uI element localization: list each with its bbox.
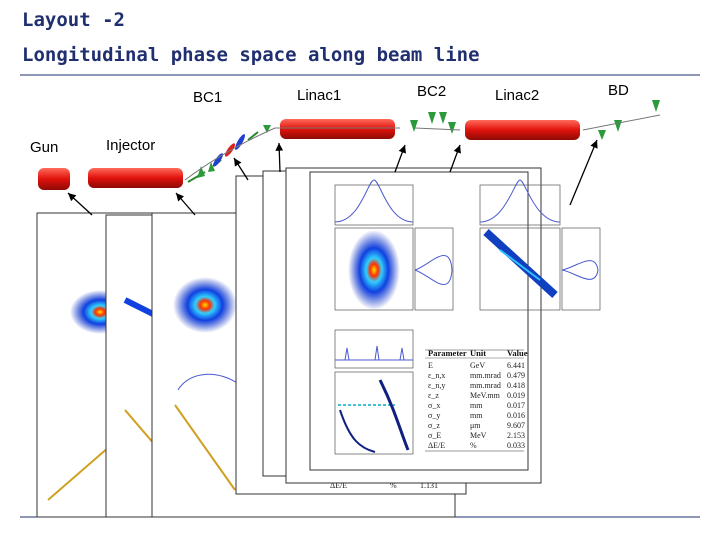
table-header: Unit — [470, 348, 486, 358]
component-label: BD — [608, 82, 629, 99]
table-cell: mm — [470, 401, 483, 410]
table-cell: mm.mrad — [470, 381, 501, 390]
table-cell: 0.016 — [507, 411, 525, 420]
beamline: Gun Injector BC1 Linac1 BC2 Linac2 BD — [30, 82, 661, 190]
table-cell: % — [470, 441, 477, 450]
linac2 — [465, 120, 580, 140]
table-cell: ε_z — [428, 391, 439, 400]
table-cell: 2.153 — [507, 431, 525, 440]
table-header: Value — [507, 348, 528, 358]
table-cell: 9.607 — [507, 421, 525, 430]
plot-panels: ΔE/E % 1.131 Parameter Unit Value E GeV 6.441… — [36, 167, 601, 518]
table-cell: 0.033 — [507, 441, 525, 450]
table-cell: mm.mrad — [470, 371, 501, 380]
table-cell: σ_x — [428, 401, 440, 410]
component-label: Gun — [30, 139, 58, 156]
table-cell: 0.017 — [507, 401, 525, 410]
panel-note: % — [390, 481, 397, 490]
table-cell: mm — [470, 411, 483, 420]
parameter-table: Parameter Unit Value E GeV 6.441 ε_n,x mm.mrad 0… — [425, 348, 528, 452]
arrows — [67, 139, 598, 216]
table-cell: 0.418 — [507, 381, 525, 390]
component-label: BC1 — [193, 89, 222, 106]
table-cell: σ_E — [428, 431, 441, 440]
table-cell: ΔE/E — [428, 441, 445, 450]
table-cell: GeV — [470, 361, 485, 370]
panel-note: 1.131 — [420, 481, 438, 490]
table-cell: MeV — [470, 431, 487, 440]
injector — [88, 168, 183, 188]
table-cell: E — [428, 361, 433, 370]
table-cell: 6.441 — [507, 361, 525, 370]
table-cell: MeV.mm — [470, 391, 501, 400]
table-cell: μm — [470, 421, 481, 430]
table-header: Parameter — [428, 348, 467, 358]
component-label: Linac2 — [495, 87, 539, 104]
title-line: Longitudinal phase space along beam line — [22, 44, 480, 66]
title-line: Layout -2 — [22, 9, 125, 31]
table-cell: ε_n,x — [428, 371, 445, 380]
table-cell: ε_n,y — [428, 381, 445, 390]
component-label: Linac1 — [297, 87, 341, 104]
table-cell: σ_z — [428, 421, 440, 430]
panel-note: ΔE/E — [330, 481, 347, 490]
panel — [309, 171, 529, 471]
table-cell: 0.019 — [507, 391, 525, 400]
gun — [38, 168, 70, 190]
component-label: Injector — [106, 137, 155, 154]
table-cell: σ_y — [428, 411, 440, 420]
linac1 — [280, 119, 395, 139]
component-label: BC2 — [417, 83, 446, 100]
table-cell: 0.479 — [507, 371, 525, 380]
